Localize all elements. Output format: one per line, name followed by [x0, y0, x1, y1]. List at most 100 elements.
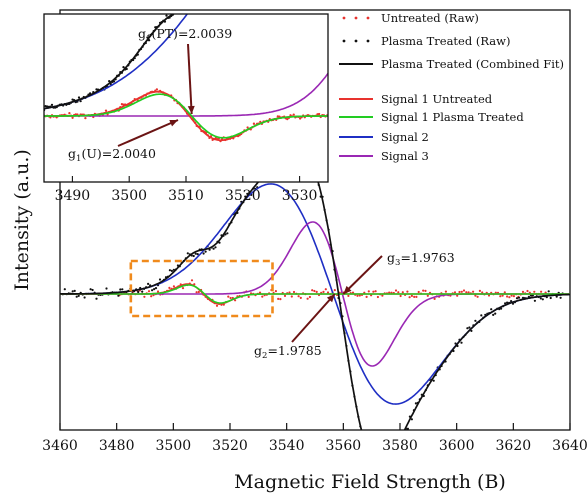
legend-label: Signal 3 — [381, 149, 429, 163]
raw-untreated-point — [501, 294, 504, 297]
inset-raw-treated-point — [186, 11, 188, 13]
raw-treated-point — [226, 232, 229, 235]
legend-swatch-dot — [342, 16, 346, 20]
raw-untreated-point — [372, 290, 375, 293]
raw-treated-point — [95, 297, 98, 300]
raw-untreated-point — [458, 290, 461, 294]
raw-untreated-point — [401, 291, 404, 294]
raw-treated-point — [559, 296, 562, 299]
raw-untreated-point — [247, 295, 250, 298]
raw-untreated-point — [544, 291, 547, 294]
raw-untreated-point — [462, 289, 466, 292]
raw-treated-point — [83, 296, 86, 299]
raw-treated-point — [539, 297, 542, 300]
legend-swatch-dot — [366, 16, 370, 20]
raw-treated-point — [466, 327, 469, 330]
g2-arrow — [291, 293, 336, 343]
raw-treated-point — [377, 461, 379, 463]
inset-raw-untreated-point — [286, 117, 289, 121]
x-axis-label: Magnetic Field Strength (B) — [234, 471, 506, 493]
raw-treated-point — [105, 287, 108, 290]
zoom-box — [129, 259, 274, 318]
raw-untreated-point — [467, 291, 470, 294]
raw-untreated-point — [476, 295, 479, 298]
g1-pt-arrowhead — [187, 105, 195, 114]
raw-treated-point — [91, 288, 94, 292]
raw-treated-point — [63, 288, 66, 291]
raw-treated-point — [363, 436, 365, 438]
raw-treated-point — [369, 453, 371, 455]
raw-treated-point — [194, 252, 197, 255]
raw-treated-point — [381, 462, 383, 464]
inset-x-tick-label: 3530 — [282, 188, 318, 204]
raw-treated-point — [410, 418, 413, 421]
raw-untreated-point — [358, 294, 361, 297]
legend-item: Signal 2 — [339, 130, 429, 144]
raw-untreated-point — [168, 286, 171, 289]
raw-untreated-point — [326, 291, 330, 294]
raw-treated-point — [119, 288, 122, 291]
raw-treated-point — [406, 427, 409, 430]
legend-item: Plasma Treated (Combined Fit) — [339, 57, 564, 71]
raw-untreated-point — [290, 295, 293, 298]
raw-treated-point — [202, 252, 205, 255]
raw-untreated-point — [478, 289, 481, 292]
legend-swatch-dot — [354, 39, 358, 43]
raw-treated-point — [141, 290, 144, 293]
inset-raw-treated-point — [205, 3, 207, 5]
raw-treated-point — [218, 241, 221, 244]
raw-untreated-point — [499, 295, 502, 298]
raw-untreated-point — [521, 290, 525, 293]
inset-raw-treated-point — [79, 99, 82, 103]
raw-treated-point — [121, 288, 124, 291]
inset-raw-treated-point — [207, 1, 209, 3]
signal-1-plasma-treated-line — [60, 284, 570, 304]
legend-label: Signal 1 Untreated — [381, 92, 493, 106]
raw-untreated-point — [397, 291, 400, 294]
g3-label: g3=1.9763 — [387, 250, 455, 268]
raw-untreated-point — [181, 287, 185, 290]
g1-u-label: g1(U)=2.0040 — [68, 146, 156, 164]
raw-untreated-point — [456, 294, 459, 297]
raw-treated-point — [541, 298, 544, 301]
inset-raw-treated-point — [122, 65, 125, 69]
raw-treated-point — [533, 299, 537, 302]
raw-untreated-point — [147, 290, 151, 293]
inset-raw-treated-point — [197, 5, 199, 7]
raw-untreated-point — [410, 294, 413, 297]
legend: Untreated (Raw) Plasma Treated (Raw) Plasm… — [339, 11, 564, 163]
raw-untreated-point — [143, 295, 146, 298]
inset-raw-treated-point — [202, 4, 204, 6]
x-tick-label: 3540 — [269, 438, 305, 454]
raw-untreated-point — [279, 298, 282, 301]
raw-untreated-point — [190, 279, 194, 282]
legend-item: Signal 3 — [339, 149, 429, 163]
inset-x-tick-label: 3510 — [168, 188, 204, 204]
legend-item: Signal 1 Plasma Treated — [339, 110, 524, 124]
raw-untreated-point — [322, 290, 325, 293]
raw-treated-point — [158, 278, 162, 281]
raw-treated-point — [186, 252, 189, 255]
legend-label: Plasma Treated (Combined Fit) — [381, 57, 564, 71]
raw-untreated-point — [510, 294, 513, 297]
raw-treated-point — [117, 294, 120, 297]
raw-untreated-point — [258, 291, 262, 294]
raw-treated-point — [373, 460, 375, 462]
inset-raw-untreated-point — [68, 112, 71, 115]
raw-untreated-point — [195, 291, 198, 294]
raw-treated-point — [73, 289, 76, 292]
raw-treated-point — [383, 464, 385, 466]
raw-untreated-point — [193, 283, 196, 286]
raw-untreated-point — [156, 290, 160, 293]
raw-untreated-point — [394, 289, 398, 292]
raw-untreated-point — [460, 290, 463, 293]
x-tick-label: 3580 — [382, 438, 418, 454]
raw-treated-point — [75, 295, 78, 298]
inset-background — [44, 14, 328, 182]
inset-raw-treated-point — [50, 103, 54, 107]
raw-untreated-point — [150, 295, 153, 298]
raw-treated-point — [151, 289, 154, 292]
inset-raw-untreated-point — [104, 109, 108, 112]
raw-untreated-point — [297, 295, 300, 298]
